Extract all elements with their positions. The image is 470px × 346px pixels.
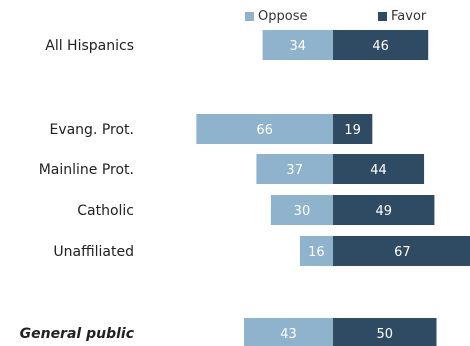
- favor-bar-catholic: [333, 195, 435, 225]
- favor-bar-general-public: [333, 318, 437, 346]
- oppose-value-general-public: 43: [280, 327, 297, 342]
- favor-value-unaffiliated: 67: [394, 245, 411, 260]
- legend-oppose-label: Oppose: [258, 9, 308, 24]
- oppose-value-evang-prot: 66: [256, 123, 273, 138]
- favor-bar-all-hispanics: [333, 30, 429, 60]
- legend-favor: Favor: [378, 9, 426, 24]
- legend-favor-swatch: [378, 12, 387, 21]
- favor-value-all-hispanics: 46: [372, 39, 389, 54]
- oppose-value-mainline-prot: 37: [286, 163, 303, 178]
- oppose-bar-mainline-prot: [256, 154, 333, 184]
- legend-favor-label: Favor: [391, 9, 427, 24]
- oppose-value-all-hispanics: 34: [290, 39, 307, 54]
- oppose-bar-catholic: [270, 195, 333, 225]
- category-label-catholic: Catholic: [77, 203, 134, 219]
- oppose-bar-evang-prot: [196, 114, 333, 144]
- category-label-unaffiliated: Unaffiliated: [53, 244, 134, 260]
- category-label-general-public: General public: [20, 326, 135, 342]
- category-label-evang-prot: Evang. Prot.: [49, 122, 134, 138]
- favor-value-mainline-prot: 44: [370, 163, 387, 178]
- oppose-value-catholic: 30: [294, 204, 311, 219]
- favor-bar-mainline-prot: [333, 154, 425, 184]
- oppose-bar-all-hispanics: [262, 30, 333, 60]
- category-label-mainline-prot: Mainline Prot.: [39, 162, 134, 178]
- favor-bar-evang-prot: [333, 114, 373, 144]
- oppose-bar-general-public: [243, 318, 333, 346]
- legend-oppose: Oppose: [245, 9, 307, 24]
- oppose-value-unaffiliated: 16: [308, 245, 325, 260]
- favor-value-evang-prot: 19: [344, 123, 361, 138]
- category-label-all-hispanics: All Hispanics: [45, 38, 134, 54]
- favor-value-general-public: 50: [376, 327, 393, 342]
- favor-bar-unaffiliated: [333, 236, 470, 266]
- legend-oppose-swatch: [245, 12, 254, 21]
- oppose-bar-unaffiliated: [299, 236, 333, 266]
- favor-value-catholic: 49: [375, 204, 392, 219]
